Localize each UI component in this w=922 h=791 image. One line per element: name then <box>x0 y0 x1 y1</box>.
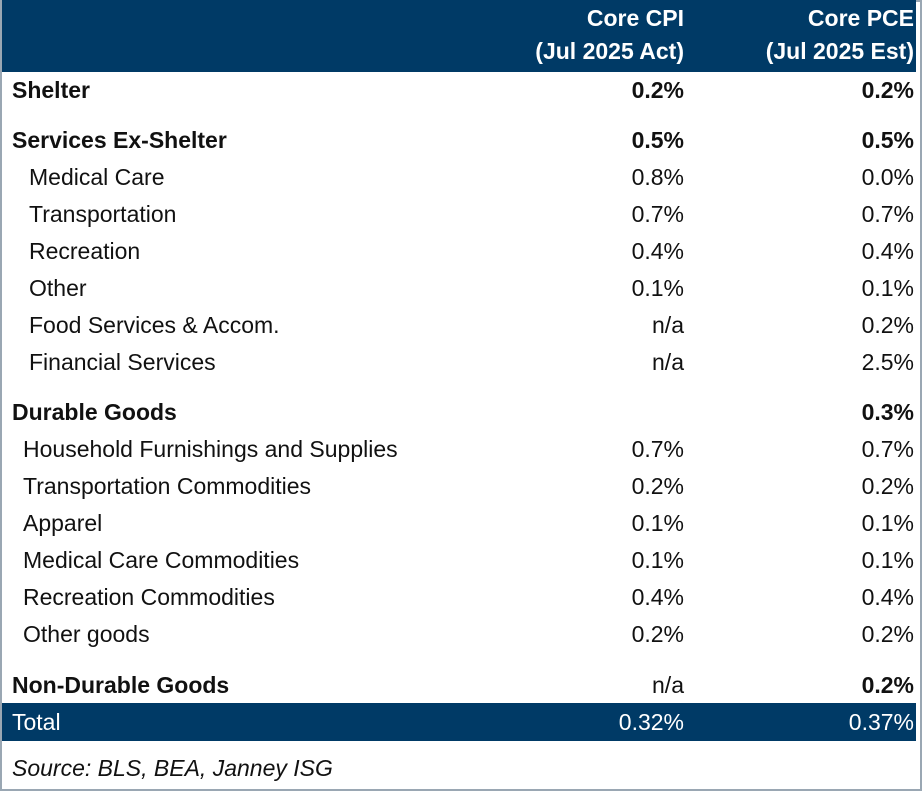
row-label: Medical Care Commodities <box>23 547 300 573</box>
total-label: Total <box>12 709 61 735</box>
pce-value: 0.1% <box>861 547 914 573</box>
row-label: Financial Services <box>29 349 216 375</box>
cpi-value: 0.7% <box>631 436 684 462</box>
core-pce-header: Core PCE (Jul 2025 Est) <box>766 2 914 68</box>
table-row: Medical Care 0.8% 0.0% <box>2 159 916 195</box>
row-label: Other <box>29 275 87 301</box>
pce-value: 0.4% <box>861 238 914 264</box>
table-row: Household Furnishings and Supplies 0.7% … <box>2 431 916 467</box>
row-label: Household Furnishings and Supplies <box>23 436 398 462</box>
row-label: Transportation Commodities <box>23 473 312 499</box>
pce-value: 0.7% <box>861 436 914 462</box>
cpi-value: 0.8% <box>631 164 684 190</box>
pce-value: 0.1% <box>861 510 914 536</box>
row-label: Other goods <box>23 621 150 647</box>
table-row: Medical Care Commodities 0.1% 0.1% <box>2 542 916 578</box>
pce-value: 0.4% <box>861 584 914 610</box>
table-row: Food Services & Accom. n/a 0.2% <box>2 307 916 343</box>
cpi-value: n/a <box>652 349 684 375</box>
table-row: Services Ex-Shelter 0.5% 0.5% <box>2 122 916 158</box>
row-label: Shelter <box>12 77 90 103</box>
pce-value: 0.7% <box>861 201 914 227</box>
total-pce-value: 0.37% <box>848 709 914 735</box>
cpi-value: 0.1% <box>631 510 684 536</box>
core-cpi-header-line2: (Jul 2025 Act) <box>535 38 684 64</box>
row-label: Apparel <box>23 510 103 536</box>
row-label: Food Services & Accom. <box>29 312 280 338</box>
cpi-value: 0.1% <box>631 547 684 573</box>
row-label: Recreation Commodities <box>23 584 275 610</box>
row-label: Services Ex-Shelter <box>12 127 227 153</box>
table-row: Transportation 0.7% 0.7% <box>2 196 916 232</box>
cpi-value: 0.2% <box>631 473 684 499</box>
pce-value: 0.2% <box>861 473 914 499</box>
cpi-value: n/a <box>652 312 684 338</box>
pce-value: 0.1% <box>861 275 914 301</box>
cpi-value: 0.4% <box>631 584 684 610</box>
cpi-value: 0.2% <box>631 77 684 103</box>
cpi-value: n/a <box>652 672 684 698</box>
pce-value: 0.2% <box>861 621 914 647</box>
core-cpi-header-line1: Core CPI <box>586 5 684 31</box>
table-row: Non-Durable Goods n/a 0.2% <box>2 667 916 703</box>
core-pce-header-line1: Core PCE <box>807 5 914 31</box>
cpi-value: 0.7% <box>631 201 684 227</box>
table-row: Shelter 0.2% 0.2% <box>2 72 916 108</box>
table-row: Recreation Commodities 0.4% 0.4% <box>2 579 916 615</box>
table-row: Other 0.1% 0.1% <box>2 270 916 306</box>
table-row: Recreation 0.4% 0.4% <box>2 233 916 269</box>
row-label: Recreation <box>29 238 141 264</box>
row-label: Non-Durable Goods <box>12 672 230 698</box>
cpi-value: 0.1% <box>631 275 684 301</box>
pce-value: 0.2% <box>861 312 914 338</box>
table-row: Apparel 0.1% 0.1% <box>2 505 916 541</box>
table-header: Core CPI (Jul 2025 Act) Core PCE (Jul 20… <box>2 0 916 72</box>
table-row: Transportation Commodities 0.2% 0.2% <box>2 468 916 504</box>
pce-value: 2.5% <box>861 349 914 375</box>
row-label: Transportation <box>29 201 177 227</box>
pce-value: 0.2% <box>861 77 914 103</box>
cpi-value: 0.5% <box>631 127 684 153</box>
total-row: Total 0.32% 0.37% <box>2 703 916 741</box>
total-cpi-value: 0.32% <box>618 709 684 735</box>
source-note: Source: BLS, BEA, Janney ISG <box>12 755 333 781</box>
cpi-value: 0.4% <box>631 238 684 264</box>
cpi-value: 0.2% <box>631 621 684 647</box>
row-label: Durable Goods <box>12 399 177 425</box>
table-row: Durable Goods 0.3% <box>2 394 916 430</box>
pce-value: 0.5% <box>861 127 914 153</box>
table-row: Financial Services n/a 2.5% <box>2 344 916 380</box>
table-row: Other goods 0.2% 0.2% <box>2 616 916 652</box>
row-label: Medical Care <box>29 164 165 190</box>
pce-value: 0.2% <box>861 672 914 698</box>
core-cpi-header: Core CPI (Jul 2025 Act) <box>535 2 684 68</box>
pce-value: 0.0% <box>861 164 914 190</box>
core-pce-header-line2: (Jul 2025 Est) <box>765 38 914 64</box>
pce-value: 0.3% <box>861 399 914 425</box>
